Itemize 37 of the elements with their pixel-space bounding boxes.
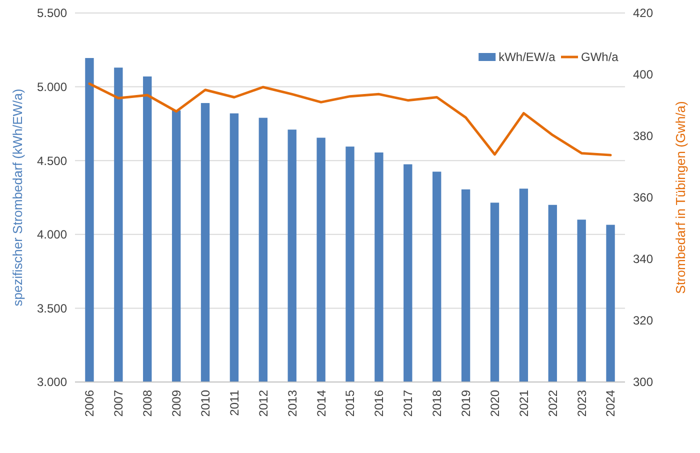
- legend-label: kWh/EW/a: [498, 50, 556, 64]
- x-tick-label: 2009: [170, 390, 184, 417]
- x-tick-label: 2016: [372, 390, 386, 417]
- y-tick-label: 3.500: [36, 301, 68, 316]
- y-tick-label: 4.000: [36, 228, 68, 242]
- x-tick-label: 2008: [140, 390, 155, 417]
- y2-axis-title: Strombedarf in Tübingen (Gwh/a): [673, 101, 688, 294]
- y2-tick-label: 400: [633, 68, 654, 82]
- x-tick-label: 2021: [516, 390, 531, 417]
- x-tick-label: 2013: [285, 390, 300, 417]
- y2-tick-label: 320: [633, 314, 654, 328]
- x-tick-label: 2011: [227, 390, 242, 416]
- y-tick-label: 5.500: [36, 6, 68, 20]
- y2-tick-label: 300: [633, 375, 654, 390]
- y2-tick-label: 340: [633, 252, 654, 266]
- y2-tick-label: 380: [633, 129, 654, 144]
- x-tick-label: 2023: [574, 390, 589, 417]
- x-tick-label: 2010: [198, 390, 212, 417]
- y-tick-label: 3.000: [36, 375, 68, 390]
- x-tick-label: 2024: [604, 390, 618, 417]
- y2-tick-label: 360: [633, 190, 654, 205]
- x-tick-label: 2022: [546, 390, 560, 417]
- y-tick-label: 4.500: [36, 154, 68, 168]
- x-tick-label: 2015: [343, 390, 358, 417]
- x-tick-label: 2020: [488, 390, 502, 417]
- x-tick-label: 2006: [82, 390, 97, 417]
- x-tick-label: 2017: [401, 390, 416, 417]
- y-tick-label: 5.000: [36, 80, 68, 94]
- x-tick-label: 2014: [314, 390, 328, 417]
- y2-tick-label: 420: [633, 6, 654, 20]
- x-tick-label: 2019: [458, 390, 473, 417]
- x-tick-label: 2018: [430, 390, 444, 417]
- legend-label: GWh/a: [581, 50, 619, 64]
- y-axis-title: spezifischer Strombedarf (kWh/EW/a): [10, 88, 25, 306]
- x-tick-label: 2007: [112, 390, 126, 417]
- line-series: [88, 82, 612, 156]
- x-tick-label: 2012: [256, 390, 270, 417]
